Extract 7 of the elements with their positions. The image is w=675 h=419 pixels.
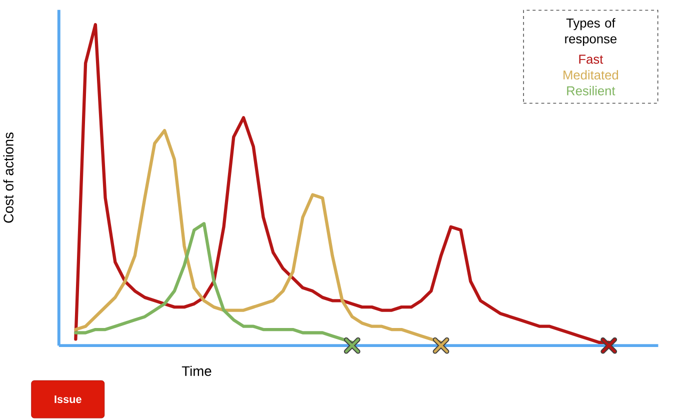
text: Resilient <box>567 86 616 96</box>
legend-title: Types of response <box>565 18 616 46</box>
y-axis-title: Cost of actions <box>3 132 14 223</box>
text: Fast <box>579 54 604 64</box>
text: Issue <box>54 396 82 404</box>
text: Meditated <box>564 70 618 80</box>
x-axis-title: Time <box>182 366 212 376</box>
